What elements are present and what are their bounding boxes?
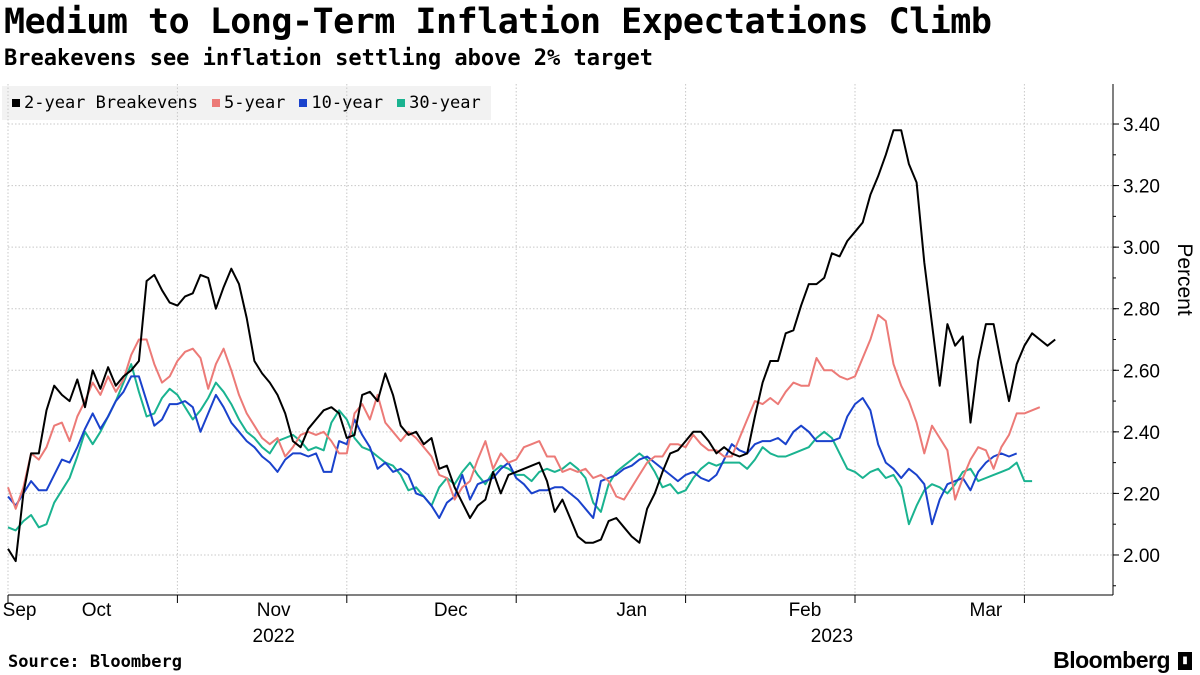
legend-label: 2-year Breakevens [24,93,198,113]
series-line-2-year-breakevens [7,129,1056,563]
y-tick-label: 2.20 [1123,484,1160,505]
y-tick-label: 3.00 [1123,238,1160,259]
y-tick-label: 2.00 [1123,546,1160,567]
y-tick-label: 2.60 [1123,361,1160,382]
legend-swatch [212,99,220,107]
legend-label: 30-year [409,93,481,113]
y-axis-title: Percent [1173,243,1196,316]
x-tick-label: Dec [434,600,468,621]
series-line-30-year [7,363,1033,532]
legend-swatch [12,99,20,107]
chart-title: Medium to Long-Term Inflation Expectatio… [4,2,992,42]
y-tick-label: 2.80 [1123,300,1160,321]
brand-icon: ▮ [1178,652,1192,670]
legend-item: 30-year [397,93,481,113]
x-year-label: 2023 [811,626,853,647]
source-note: Source: Bloomberg [8,652,182,672]
chart-subtitle: Breakevens see inflation settling above … [4,46,654,71]
brand-logo: Bloomberg [1053,647,1170,673]
axes: Percent [7,84,1196,603]
x-tick-label: Nov [257,600,291,621]
series-line-10-year [7,375,1018,526]
series-line-5-year [7,313,1041,510]
x-tick-label: Feb [789,600,822,621]
legend-swatch [397,99,406,107]
x-tick-label: Oct [82,600,112,621]
x-year-label: 2022 [253,626,295,647]
x-axis-labels: Sep Oct Nov Dec Jan Feb Mar 2022 2023 [3,600,1003,647]
y-axis-labels: 2.00 2.20 2.40 2.60 2.80 3.00 3.20 3.40 [1123,115,1160,567]
grid-lines [7,84,1113,595]
y-tick-label: 3.40 [1123,115,1160,136]
x-tick-label: Jan [616,600,647,621]
legend-swatch [299,99,308,107]
x-tick-label: Mar [970,600,1003,621]
legend-item: 2-year Breakevens [12,93,198,113]
y-tick-label: 3.20 [1123,177,1160,198]
legend-item: 5-year [212,93,285,113]
series-lines [7,129,1056,563]
y-tick-label: 2.40 [1123,423,1160,444]
legend-label: 5-year [224,93,286,113]
x-tick-label: Sep [3,600,37,621]
